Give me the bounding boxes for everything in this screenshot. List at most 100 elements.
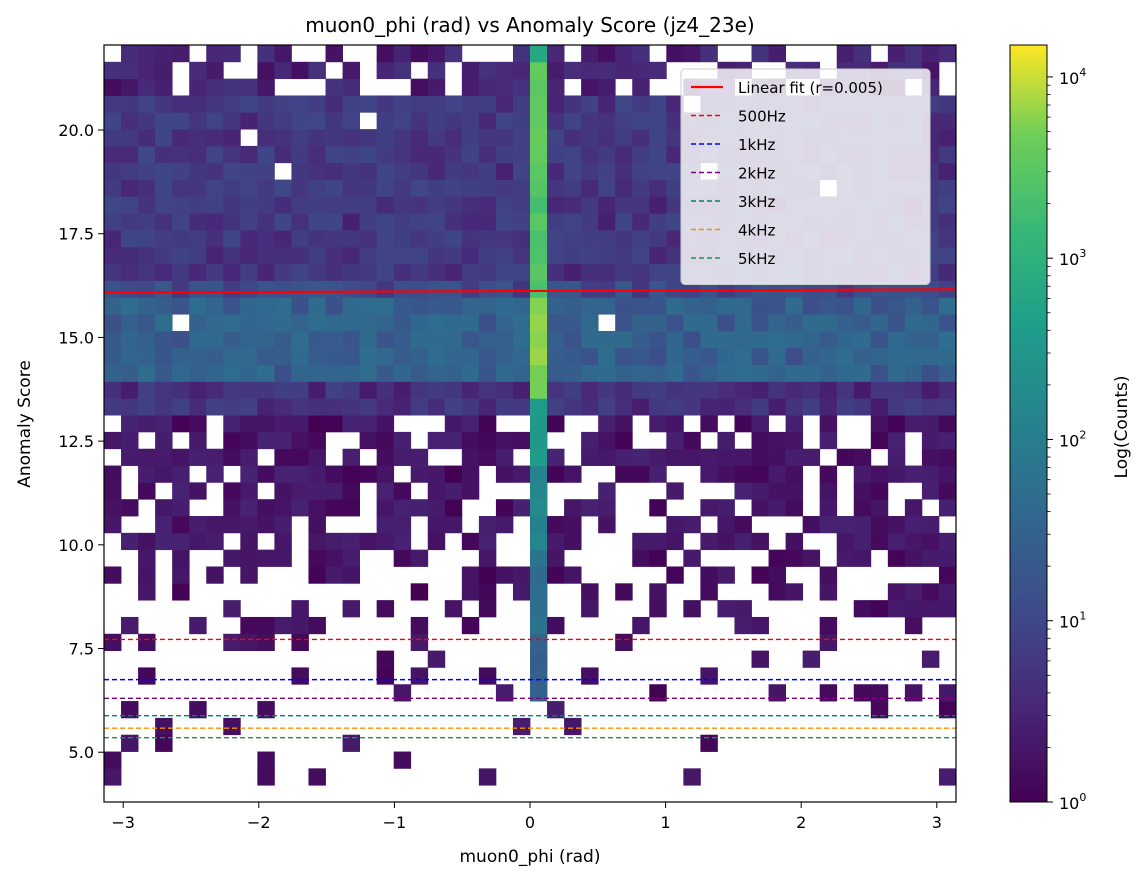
heatmap-cell [683,398,701,416]
x-tick-label: −2 [247,813,271,832]
heatmap-cell [444,230,463,248]
heatmap-cell [461,532,480,551]
heatmap-cell [666,280,684,298]
heatmap-cell [342,162,360,180]
heatmap-cell [547,246,565,265]
heatmap-cell [206,230,224,248]
heatmap-cell [938,112,956,130]
heatmap-cell [615,398,633,416]
heatmap-cell [155,196,173,214]
heatmap-cell [853,448,872,466]
heatmap-cell [768,398,786,416]
heatmap-cell [308,330,326,349]
heatmap-cell [155,431,173,450]
heatmap-cell [172,129,190,147]
heatmap-cell [564,129,582,147]
heatmap-cell [785,549,804,567]
fit-line-group [104,288,956,294]
heatmap-cell [734,364,752,382]
heatmap-cell [410,465,429,483]
heatmap-cell [274,465,292,483]
heatmap-cell [206,516,224,534]
heatmap-cell [359,145,378,164]
heatmap-cell [342,600,360,618]
heatmap-cell [410,330,429,349]
heatmap-cell [666,263,684,281]
heatmap-cell [700,465,718,483]
heatmap-cell [427,516,446,534]
heatmap-cell [870,499,889,517]
heatmap-cell [308,566,326,584]
heatmap-cell [342,330,360,349]
heatmap-cell [530,230,548,248]
heatmap-cell [240,112,258,130]
heatmap-cell [223,112,241,130]
heatmap-cell [921,600,940,618]
heatmap-cell [410,616,429,635]
heatmap-cell [274,499,292,517]
heatmap-cell [342,364,360,382]
heatmap-cell [819,566,838,584]
heatmap-cell [598,230,616,248]
heatmap-cell [461,95,480,113]
heatmap-cell [257,280,275,298]
colorbar-tick-label: 103 [1059,247,1086,269]
heatmap-cell [104,95,122,113]
colorbar-tick-label: 102 [1059,428,1086,450]
heatmap-cell [853,398,872,416]
heatmap-cell [393,297,412,315]
heatmap-cell [308,532,326,551]
heatmap-cell [530,583,548,601]
heatmap-cell [121,78,139,96]
heatmap-cell [512,566,531,584]
heatmap-cell [274,95,292,113]
heatmap-cell [581,667,599,685]
heatmap-cell [478,381,497,399]
heatmap-cell [478,347,497,366]
heatmap-cell [359,364,378,382]
x-axis-label: muon0_phi (rad) [460,847,601,867]
heatmap-cell [632,347,650,366]
heatmap-cell [308,415,326,433]
heatmap-cell [240,280,258,298]
heatmap-cell [649,448,667,466]
heatmap-cell [444,415,463,433]
heatmap-cell [598,78,616,96]
heatmap-cell [717,314,735,332]
heatmap-cell [581,381,599,399]
heatmap-cell [393,61,412,80]
heatmap-cell [291,499,309,517]
heatmap-cell [257,45,275,63]
heatmap-cell [325,364,343,382]
heatmap-cell [308,499,326,517]
heatmap-cell [223,95,241,113]
heatmap-cell [478,667,497,685]
heatmap-cell [836,448,855,466]
heatmap-cell [223,415,241,433]
heatmap-cell [444,364,463,382]
heatmap-cell [870,431,889,450]
heatmap-cell [155,162,173,180]
heatmap-cell [240,616,258,635]
heatmap-cell [104,61,122,80]
heatmap-cell [768,364,786,382]
heatmap-cell [632,129,650,147]
heatmap-cell [461,280,480,298]
heatmap-cell [564,196,582,214]
heatmap-cell [615,431,633,450]
heatmap-cell [598,129,616,147]
heatmap-cell [512,61,531,80]
heatmap-cell [274,415,292,433]
heatmap-cell [172,482,190,500]
heatmap-cell [359,297,378,315]
heatmap-cell [564,499,582,517]
heatmap-cell [223,364,241,382]
heatmap-cell [342,213,360,231]
heatmap-cell [427,61,446,80]
heatmap-cell [717,347,735,366]
heatmap-cell [564,465,582,483]
heatmap-cell [189,112,207,130]
heatmap-cell [291,667,309,685]
heatmap-cell [478,297,497,315]
heatmap-cell [802,364,821,382]
